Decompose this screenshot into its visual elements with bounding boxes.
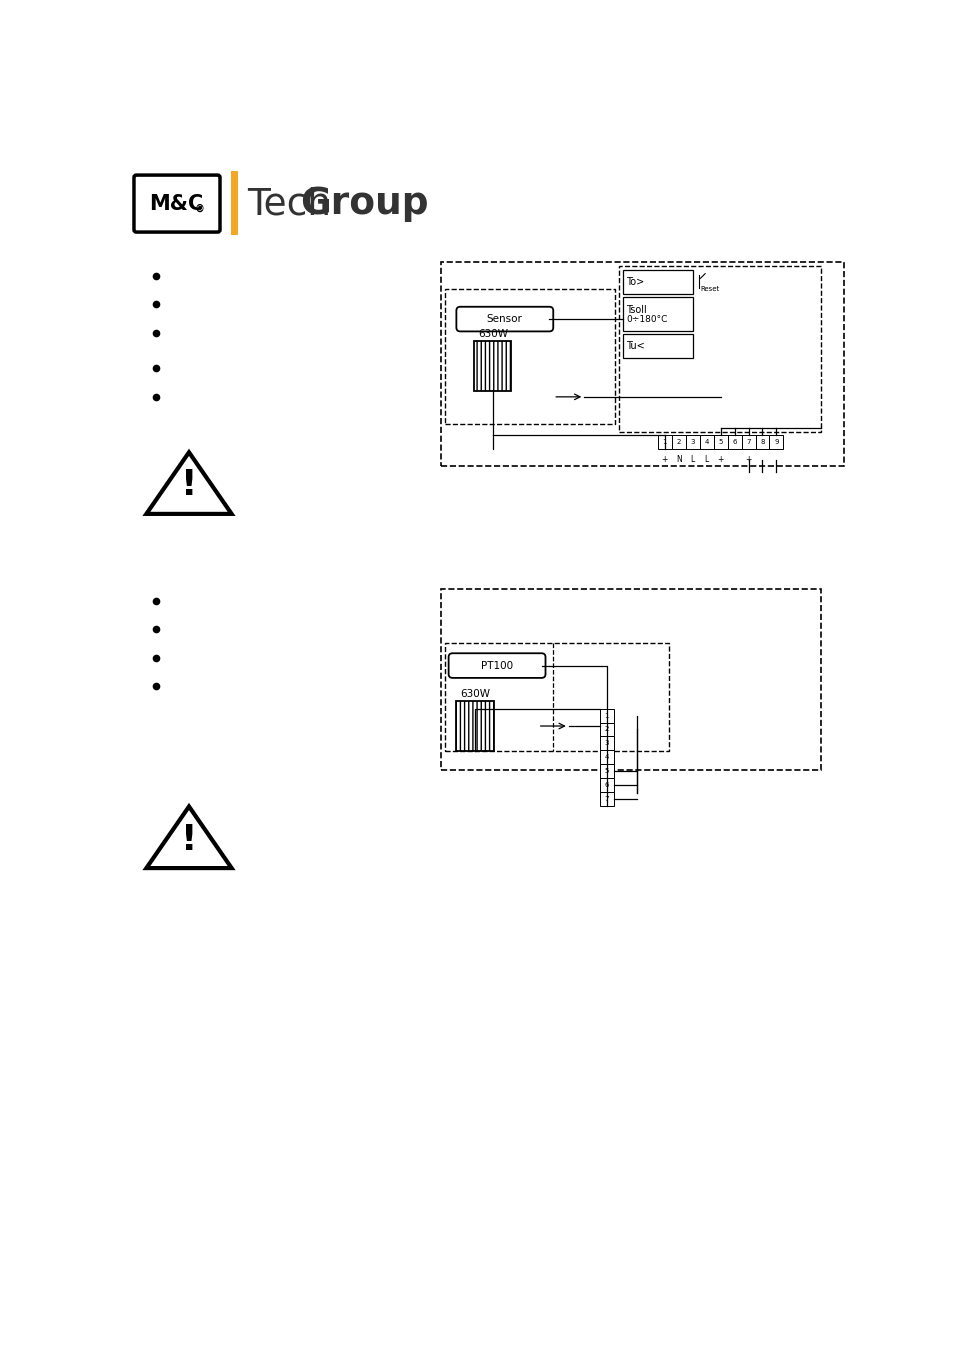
Text: 5: 5 [604, 768, 608, 774]
Text: L: L [690, 455, 694, 464]
Bar [599, 792, 613, 806]
Text: PT100: PT100 [480, 660, 513, 671]
Bar [658, 435, 671, 450]
FancyBboxPatch shape [456, 306, 553, 331]
Bar [685, 435, 699, 450]
Bar [599, 751, 613, 764]
Bar [622, 270, 692, 294]
Text: Group: Group [300, 186, 429, 223]
Bar [599, 709, 613, 722]
Bar [599, 736, 613, 751]
Text: Sensor: Sensor [486, 315, 522, 324]
Text: Tu<: Tu< [625, 342, 644, 351]
Text: Tsoll: Tsoll [625, 305, 646, 316]
Text: 4: 4 [604, 755, 608, 760]
Bar [474, 340, 511, 390]
Text: 7: 7 [745, 439, 750, 446]
Text: Tech: Tech [247, 186, 331, 223]
Bar [440, 262, 843, 466]
Text: 2: 2 [604, 726, 608, 733]
Text: 3: 3 [604, 740, 608, 747]
Text: 8: 8 [760, 439, 764, 446]
Text: N: N [676, 455, 681, 464]
Bar [769, 435, 782, 450]
Polygon shape [146, 452, 232, 514]
Text: 4: 4 [703, 439, 708, 446]
Bar [740, 435, 755, 450]
Bar [618, 266, 820, 432]
Text: 6: 6 [604, 782, 608, 788]
Text: 1: 1 [662, 439, 666, 446]
Bar [599, 722, 613, 736]
Bar [456, 701, 493, 751]
Bar [599, 778, 613, 792]
Text: 6: 6 [732, 439, 736, 446]
Bar [622, 333, 692, 358]
Text: M&C: M&C [150, 193, 204, 213]
Bar [444, 289, 615, 424]
Text: 3: 3 [690, 439, 695, 446]
Text: 1: 1 [604, 713, 608, 718]
Text: 9: 9 [774, 439, 778, 446]
Text: 0÷180°C: 0÷180°C [625, 315, 667, 324]
Text: +: + [661, 455, 667, 464]
Text: 2: 2 [676, 439, 680, 446]
Bar [599, 764, 613, 778]
Bar [713, 435, 727, 450]
Bar [755, 435, 769, 450]
Text: !: ! [180, 468, 197, 502]
Bar [727, 435, 740, 450]
Text: 7: 7 [604, 795, 608, 802]
FancyBboxPatch shape [133, 176, 220, 232]
Bar [622, 297, 692, 331]
Bar [444, 643, 669, 751]
Text: +: + [744, 455, 751, 464]
Polygon shape [146, 806, 232, 868]
Text: 630W: 630W [459, 688, 490, 699]
Text: To>: To> [625, 277, 643, 288]
Text: +: + [717, 455, 723, 464]
Text: 630W: 630W [477, 328, 507, 339]
Text: Reset: Reset [700, 286, 719, 292]
Text: !: ! [180, 822, 197, 857]
FancyBboxPatch shape [448, 653, 545, 678]
Bar [440, 590, 820, 771]
Bar [699, 435, 713, 450]
Text: L: L [704, 455, 708, 464]
Text: ®: ® [194, 204, 204, 213]
Bar [671, 435, 685, 450]
Text: 5: 5 [718, 439, 722, 446]
